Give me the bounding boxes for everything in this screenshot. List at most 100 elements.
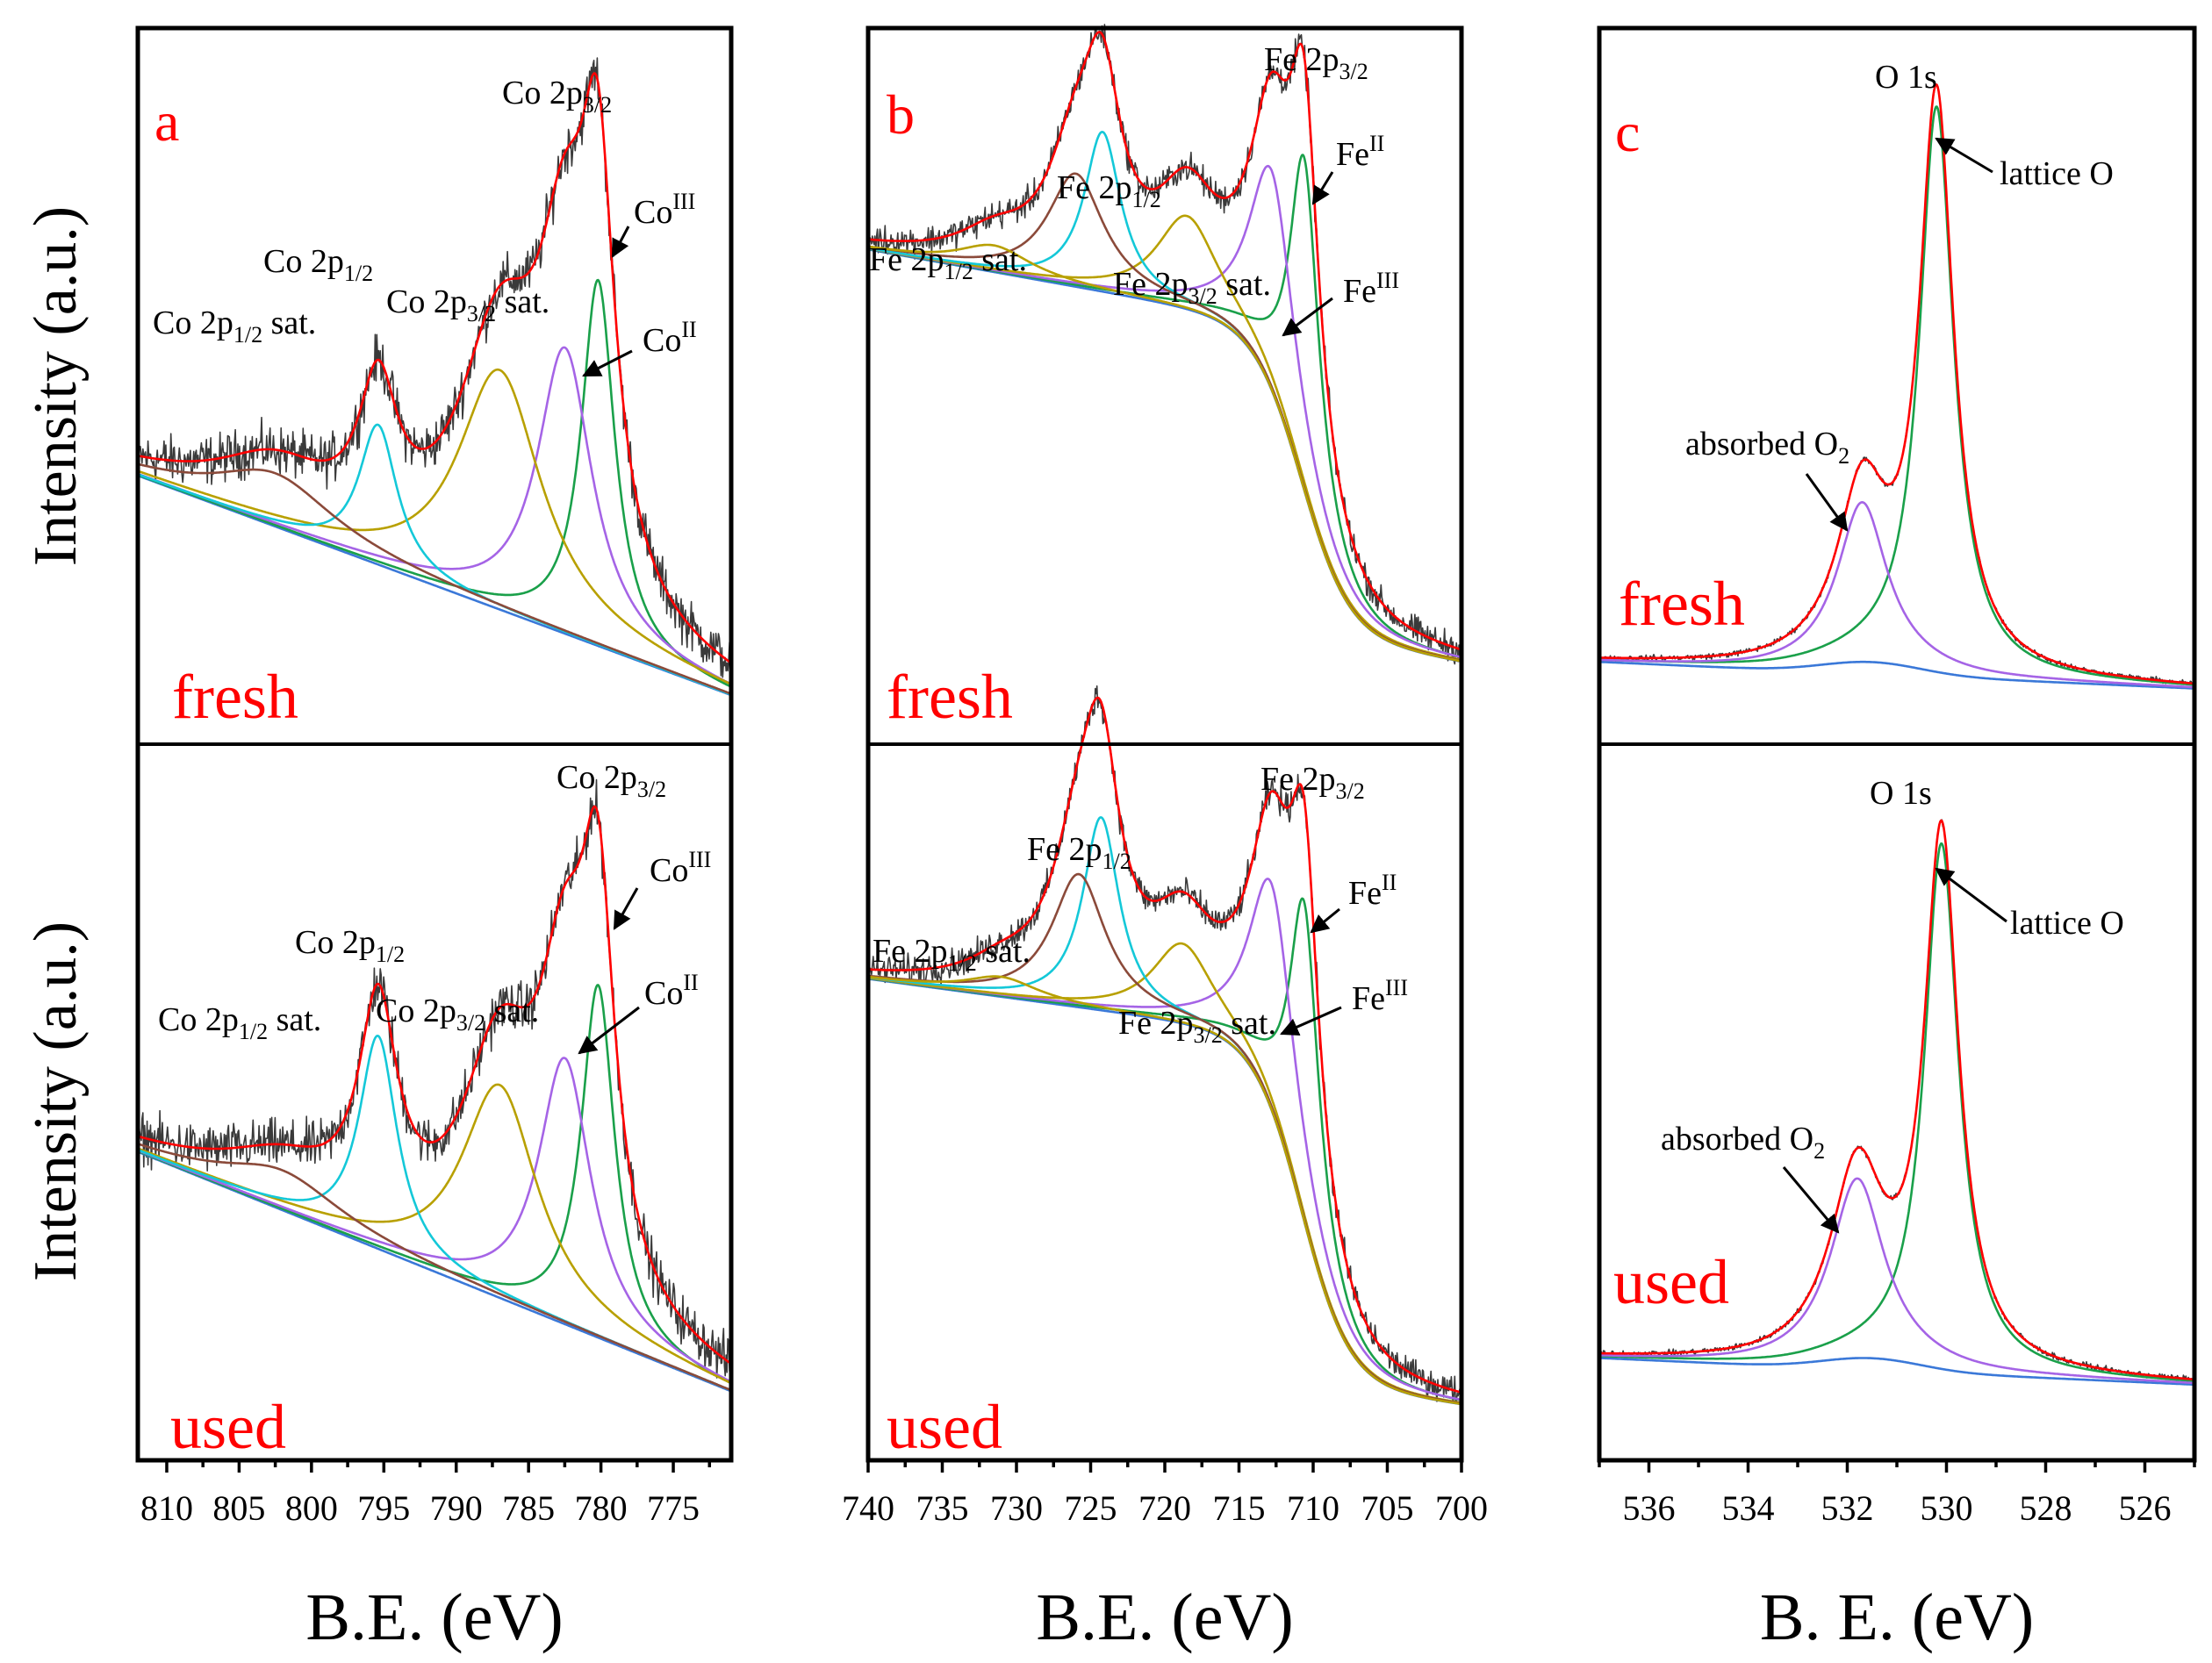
panel-c-used-annotations: O 1s lattice O absorbed O2 xyxy=(1661,775,2124,1234)
arrow-lattice-o xyxy=(1935,137,1993,174)
label-co-ii: CoII xyxy=(643,317,697,359)
panel-b-used-label: used xyxy=(887,1392,1002,1462)
panel-c-fresh-annotations: O 1s lattice O absorbed O2 xyxy=(1685,59,2114,532)
peak-component-line xyxy=(867,975,1462,1406)
x-tick-label: 532 xyxy=(1821,1488,1874,1528)
x-tick-label: 715 xyxy=(1213,1488,1266,1528)
arrow-fe-iii xyxy=(1282,297,1333,337)
panel-a-fresh-label: fresh xyxy=(172,662,298,732)
x-tick-label: 775 xyxy=(647,1488,700,1528)
arrow-fe-iii xyxy=(1280,1006,1342,1036)
label-co-2p3-2: Co 2p3/2 xyxy=(557,759,666,802)
envelope-fit-line xyxy=(867,31,1462,651)
panel-a-fresh-plot xyxy=(137,57,732,697)
x-tick-label: 730 xyxy=(990,1488,1043,1528)
label-co-2p1-2-sat: Co 2p1/2 sat. xyxy=(153,305,316,348)
panel-c-letter: c xyxy=(1615,101,1640,163)
label-absorbed-o2: absorbed O2 xyxy=(1685,426,1849,469)
panel-c-fresh-label: fresh xyxy=(1619,569,1745,639)
x-tick-label: 720 xyxy=(1138,1488,1191,1528)
panel-a-fresh-annotations: Co 2p3/2 CoIII Co 2p1/2 Co 2p3/2 sat. Co… xyxy=(153,75,697,377)
x-tick-label: 700 xyxy=(1435,1488,1488,1528)
label-fe-2p3-2-sat: Fe 2p3/2 sat. xyxy=(1113,266,1271,309)
arrow-absorbed-o2 xyxy=(1782,1166,1840,1234)
panel-b-fresh-label: fresh xyxy=(887,662,1013,732)
x-tick-label: 785 xyxy=(502,1488,555,1528)
label-co-2p3-2-sat: Co 2p3/2 sat. xyxy=(386,283,549,326)
panel-a-used-annotations: Co 2p3/2 CoIII Co 2p1/2 Co 2p1/2 sat. Co… xyxy=(158,759,711,1055)
panel-a-used-plot xyxy=(137,778,732,1393)
x-tick-label: 735 xyxy=(916,1488,969,1528)
peak-component-line xyxy=(137,1057,732,1383)
label-co-2p1-2: Co 2p1/2 xyxy=(263,243,373,286)
peak-component-line xyxy=(867,214,1462,662)
x-tick-label: 800 xyxy=(285,1488,338,1528)
label-co-2p1-2: Co 2p1/2 xyxy=(295,924,405,967)
arrow-lattice-o xyxy=(1935,867,2007,923)
label-fe-2p3-2: Fe 2p3/2 xyxy=(1264,41,1368,84)
label-absorbed-o2: absorbed O2 xyxy=(1661,1121,1825,1164)
y-axis-title-top: Intensity (a.u.) xyxy=(22,206,90,566)
arrow-absorbed-o2 xyxy=(1805,473,1849,532)
x-tick-label: 710 xyxy=(1287,1488,1339,1528)
label-fe-2p1-2-sat: Fe 2p1/2 sat. xyxy=(869,241,1027,284)
x-tick-label: 705 xyxy=(1361,1488,1414,1528)
label-fe-2p1-2: Fe 2p1/2 xyxy=(1027,831,1131,874)
label-co-iii: CoIII xyxy=(650,847,711,889)
peak-component-line xyxy=(867,243,1462,663)
label-co-2p1-2-sat: Co 2p1/2 sat. xyxy=(158,1001,321,1044)
arrow-fe-ii xyxy=(1310,907,1340,934)
panel-b-used-annotations: Fe 2p3/2 FeII Fe 2p1/2 Fe 2p1/2 sat. Fe … xyxy=(873,761,1408,1048)
envelope-fit-line xyxy=(867,696,1462,1394)
x-tick-label: 536 xyxy=(1623,1488,1676,1528)
x-tick-label: 795 xyxy=(357,1488,410,1528)
envelope-fit-line xyxy=(1598,819,2195,1381)
panel-c-used-label: used xyxy=(1613,1247,1729,1317)
label-co-2p3-2: Co 2p3/2 xyxy=(502,75,612,118)
peak-component-line xyxy=(1598,1177,2195,1385)
panel-b-fresh-plot xyxy=(867,24,1462,665)
peak-component-line xyxy=(137,462,732,695)
label-fe-2p3-2-sat: Fe 2p3/2 sat. xyxy=(1118,1005,1276,1048)
envelope-fit-line xyxy=(1598,83,2195,685)
x-tick-label: 528 xyxy=(2020,1488,2072,1528)
label-fe-ii: FeII xyxy=(1336,131,1384,173)
raw-data-line xyxy=(137,57,732,678)
envelope-fit-line xyxy=(137,72,732,664)
arrow-co-iii xyxy=(611,226,630,258)
label-fe-2p1-2: Fe 2p1/2 xyxy=(1057,169,1161,212)
label-co-ii: CoII xyxy=(644,970,699,1012)
label-fe-ii: FeII xyxy=(1348,870,1397,912)
raw-data-line xyxy=(137,778,732,1379)
x-tick-label: 780 xyxy=(575,1488,628,1528)
panel-a-letter: a xyxy=(154,90,179,153)
label-co-2p3-2-sat: Co 2p3/2 sat. xyxy=(376,993,539,1036)
panel-c-x-axis-title: B. E. (eV) xyxy=(1760,1581,2034,1654)
label-o1s: O 1s xyxy=(1875,59,1937,96)
label-lattice-o: lattice O xyxy=(2000,155,2114,192)
panel-b-x-axis-title: B.E. (eV) xyxy=(1036,1581,1293,1654)
panel-a-x-axis-title: B.E. (eV) xyxy=(305,1581,563,1654)
panel-c-used-plot xyxy=(1598,819,2195,1387)
arrow-co-ii xyxy=(578,1006,640,1055)
panel-a-x-ticks: 810 805 800 795 790 785 780 775 xyxy=(140,1460,712,1528)
label-o1s: O 1s xyxy=(1870,775,1932,812)
arrow-co-ii xyxy=(582,349,633,377)
x-tick-label: 810 xyxy=(140,1488,193,1528)
panel-b-x-ticks: 740 735 730 725 720 715 710 705 700 xyxy=(842,1460,1488,1528)
peak-component-line xyxy=(137,368,732,685)
x-tick-label: 725 xyxy=(1065,1488,1117,1528)
panel-c-fresh-plot xyxy=(1598,83,2195,690)
arrow-co-iii xyxy=(613,887,639,930)
x-tick-label: 790 xyxy=(430,1488,483,1528)
label-fe-iii: FeIII xyxy=(1343,268,1399,310)
panel-c-x-ticks: 536 534 532 530 528 526 xyxy=(1598,1460,2196,1528)
peak-component-line xyxy=(137,1143,732,1392)
x-tick-label: 805 xyxy=(212,1488,265,1528)
panel-a-used-label: used xyxy=(170,1392,286,1462)
peak-component-line xyxy=(1598,842,2195,1382)
label-co-iii: CoIII xyxy=(634,189,695,231)
peak-component-line xyxy=(1598,501,2195,689)
x-tick-label: 534 xyxy=(1722,1488,1775,1528)
